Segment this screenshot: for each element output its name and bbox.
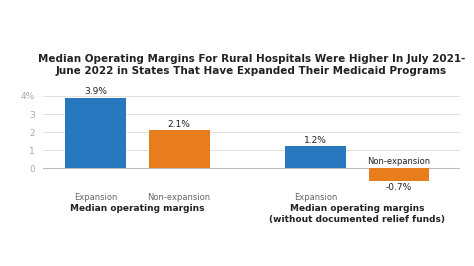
Text: 3.9%: 3.9% <box>84 87 107 96</box>
Bar <box>149 130 210 168</box>
Text: 1.2%: 1.2% <box>304 136 327 145</box>
Text: Non-expansion: Non-expansion <box>147 193 211 202</box>
Text: Non-expansion: Non-expansion <box>367 157 431 166</box>
Bar <box>285 147 346 168</box>
Text: Expansion: Expansion <box>74 193 118 202</box>
Bar <box>369 168 429 181</box>
Text: Median operating margins
(without documented relief funds): Median operating margins (without docume… <box>269 204 446 224</box>
Text: 2.1%: 2.1% <box>168 120 191 129</box>
Text: Median operating margins: Median operating margins <box>70 204 205 213</box>
Bar <box>65 98 126 168</box>
Title: Median Operating Margins For Rural Hospitals Were Higher In July 2021-
June 2022: Median Operating Margins For Rural Hospi… <box>37 55 465 76</box>
Text: Expansion: Expansion <box>294 193 337 202</box>
Text: -0.7%: -0.7% <box>386 182 412 192</box>
